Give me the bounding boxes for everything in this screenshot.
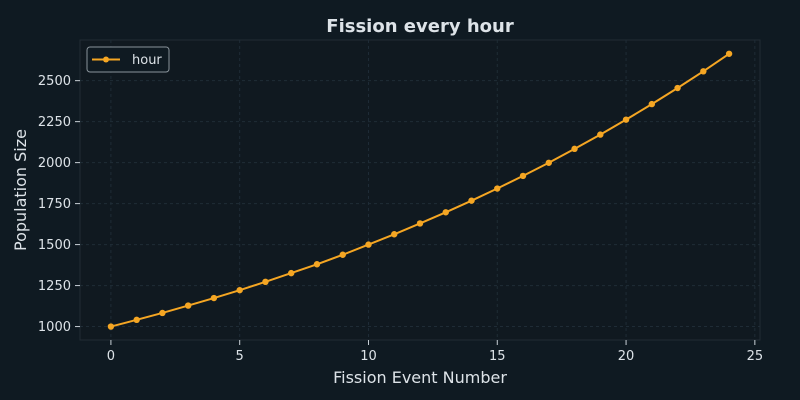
data-point [159, 309, 166, 317]
data-point [674, 84, 681, 92]
data-point [648, 100, 656, 108]
data-point [597, 131, 604, 138]
data-point [365, 241, 372, 248]
y-tick-label: 1000 [38, 320, 71, 335]
y-tick-label: 1750 [38, 197, 71, 212]
data-point [442, 209, 449, 216]
y-axis-label: Population Size [11, 129, 30, 251]
data-point [262, 278, 269, 286]
x-tick-label: 10 [360, 349, 377, 364]
legend: hour [86, 46, 170, 73]
x-tick-label: 20 [618, 349, 635, 364]
chart-title: Fission every hour [326, 16, 514, 37]
plot-area [79, 39, 761, 341]
x-tick-label: 0 [107, 349, 115, 364]
legend-label: hour [132, 53, 162, 68]
data-point [468, 197, 475, 204]
data-point [133, 316, 140, 324]
x-tick-label: 15 [489, 349, 506, 364]
data-point [622, 116, 630, 123]
data-point [519, 172, 527, 180]
data-point [339, 251, 346, 258]
y-tick-label: 2250 [38, 115, 71, 130]
data-point [545, 159, 552, 166]
data-point [210, 294, 218, 302]
data-point [107, 323, 115, 330]
data-point [416, 220, 424, 227]
data-point [288, 269, 295, 277]
y-tick-label: 2500 [38, 74, 71, 89]
y-tick-label: 1250 [38, 279, 71, 294]
axis-ticks: 0 5 10 15 20 25 1000 1250 1500 1750 2000 2250 2500 [38, 74, 763, 364]
data-point [391, 231, 398, 238]
legend-marker-swatch [103, 56, 109, 63]
y-tick-label: 1500 [38, 238, 71, 253]
x-tick-label: 5 [236, 349, 244, 364]
data-point [236, 286, 243, 294]
series-layer [107, 50, 733, 330]
data-point [494, 185, 501, 192]
legend-box [86, 46, 170, 73]
x-tick-label: 25 [747, 349, 764, 364]
y-tick-label: 2000 [38, 156, 71, 171]
data-point [725, 50, 733, 57]
data-point [313, 261, 321, 268]
x-axis-label: Fission Event Number [333, 368, 507, 387]
data-point [700, 68, 707, 75]
data-point [571, 145, 578, 153]
data-point [184, 302, 192, 309]
